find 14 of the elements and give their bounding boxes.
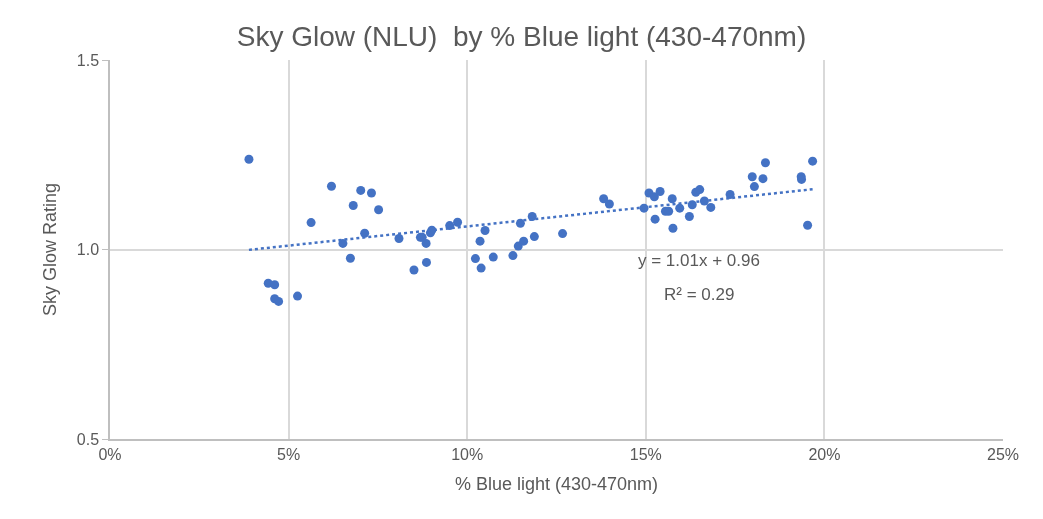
x-axis-title: % Blue light (430-470nm) <box>454 473 659 494</box>
y-tick-label: 1.0 <box>76 241 100 259</box>
annotation: y = 1.01x + 0.96 <box>638 251 760 270</box>
x-tick-label: 10% <box>451 445 484 463</box>
y-tick-label: 0.5 <box>76 430 100 448</box>
x-tick-label: 0% <box>98 445 122 463</box>
x-tick-label: 20% <box>808 445 841 463</box>
x-tick-label: 15% <box>629 445 662 463</box>
annotation: R² = 0.29 <box>664 285 735 304</box>
y-axis-title: Sky Glow Rating <box>40 182 61 317</box>
x-tick-label: 5% <box>277 445 301 463</box>
chart-title: Sky Glow (NLU) by % Blue light (430-470nm) <box>236 20 807 52</box>
x-tick-label: 25% <box>986 445 1020 463</box>
y-tick-label: 1.5 <box>76 51 100 69</box>
